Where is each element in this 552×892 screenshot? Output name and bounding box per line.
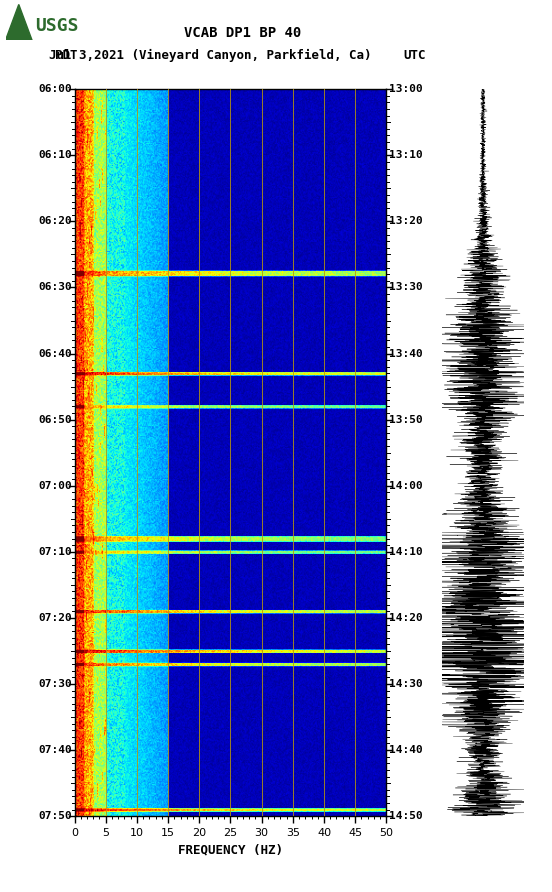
Polygon shape — [6, 4, 32, 40]
Text: 07:50: 07:50 — [38, 811, 72, 822]
Text: 13:00: 13:00 — [389, 84, 423, 95]
X-axis label: FREQUENCY (HZ): FREQUENCY (HZ) — [178, 844, 283, 856]
Text: 06:30: 06:30 — [38, 283, 72, 293]
Text: 14:40: 14:40 — [389, 745, 423, 756]
Text: 14:00: 14:00 — [389, 481, 423, 491]
Text: 14:30: 14:30 — [389, 679, 423, 689]
Text: 06:10: 06:10 — [38, 150, 72, 161]
Text: 06:50: 06:50 — [38, 415, 72, 425]
Text: 13:30: 13:30 — [389, 283, 423, 293]
Text: VCAB DP1 BP 40: VCAB DP1 BP 40 — [184, 26, 301, 40]
Text: 07:40: 07:40 — [38, 745, 72, 756]
Text: UTC: UTC — [403, 49, 426, 62]
Text: 13:20: 13:20 — [389, 217, 423, 227]
Text: 07:20: 07:20 — [38, 613, 72, 623]
Text: USGS: USGS — [35, 17, 79, 35]
Text: 07:10: 07:10 — [38, 547, 72, 557]
Text: Jul 3,2021 (Vineyard Canyon, Parkfield, Ca): Jul 3,2021 (Vineyard Canyon, Parkfield, … — [49, 49, 371, 62]
Text: 13:40: 13:40 — [389, 349, 423, 359]
Text: 06:40: 06:40 — [38, 349, 72, 359]
Text: 14:50: 14:50 — [389, 811, 423, 822]
Text: 14:20: 14:20 — [389, 613, 423, 623]
Text: 07:00: 07:00 — [38, 481, 72, 491]
Text: 06:20: 06:20 — [38, 217, 72, 227]
Text: 13:10: 13:10 — [389, 150, 423, 161]
Text: 07:30: 07:30 — [38, 679, 72, 689]
Text: PDT: PDT — [55, 49, 78, 62]
Text: 14:10: 14:10 — [389, 547, 423, 557]
Text: 06:00: 06:00 — [38, 84, 72, 95]
Text: 13:50: 13:50 — [389, 415, 423, 425]
